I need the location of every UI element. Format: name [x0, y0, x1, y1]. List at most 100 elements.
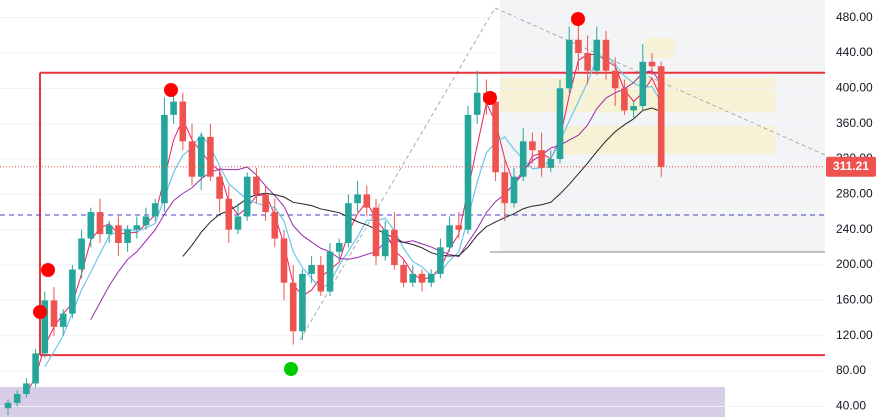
moving-average — [182, 107, 662, 257]
candle-body — [372, 207, 380, 257]
y-tick-label: 400.00 — [836, 81, 873, 95]
candle-body — [161, 114, 168, 204]
candle-body — [234, 216, 242, 230]
candle-body — [59, 313, 67, 327]
y-tick-label: 240.00 — [836, 222, 873, 236]
candle-body — [630, 106, 637, 111]
candle-body — [253, 176, 260, 195]
y-tick-label: 440.00 — [836, 45, 873, 59]
candle-body — [363, 194, 371, 208]
candle-body — [243, 176, 251, 217]
candle-body — [584, 53, 591, 71]
signal-dot — [571, 12, 585, 26]
candle-body — [280, 238, 288, 283]
candle-body — [547, 159, 555, 168]
candle-body — [510, 176, 518, 204]
small-zone — [645, 38, 675, 58]
candle-body — [115, 225, 122, 243]
supply-zone — [500, 78, 775, 112]
candle-body — [657, 66, 665, 167]
plot — [0, 17, 825, 416]
candle-body — [492, 101, 499, 173]
candle-body — [179, 101, 187, 142]
candle-body — [538, 150, 545, 168]
candle-body — [400, 265, 407, 283]
candle-body — [345, 203, 352, 243]
candle-body — [289, 282, 297, 332]
y-tick-label: 280.00 — [836, 187, 873, 201]
axis-bg — [825, 0, 880, 417]
candle-body — [69, 269, 76, 314]
last-price-label: 311.21 — [833, 159, 869, 173]
candle-body — [308, 265, 315, 274]
candle-body — [565, 39, 573, 89]
candle-body — [639, 61, 647, 107]
candle-body — [317, 265, 325, 292]
candle-body — [529, 141, 536, 151]
y-tick-label: 360.00 — [836, 116, 873, 130]
y-tick-label: 120.00 — [836, 328, 873, 342]
candle-body — [96, 212, 104, 235]
candle-body — [197, 136, 205, 177]
y-tick-label: 80.00 — [836, 363, 866, 377]
candle-body — [188, 141, 196, 177]
candle-body — [207, 136, 214, 177]
candle-body — [611, 70, 619, 89]
candle-body — [216, 176, 223, 199]
candle-body — [32, 353, 39, 384]
candle-body — [621, 88, 628, 111]
candle-body — [473, 92, 481, 115]
candle-body — [105, 225, 113, 235]
candle-body — [335, 242, 343, 252]
candle-body — [409, 273, 417, 283]
signal-dot — [483, 91, 497, 105]
candle-body — [427, 273, 435, 283]
candle-body — [142, 216, 150, 226]
candle-body — [326, 251, 334, 292]
candle-body — [225, 198, 233, 230]
candle-body — [78, 238, 85, 270]
candle-body — [4, 402, 12, 409]
candle-body — [464, 114, 472, 230]
signal-dot — [284, 362, 298, 376]
candle-body — [151, 203, 159, 217]
candle-body — [124, 229, 131, 243]
candle-body — [354, 194, 361, 204]
candle-body — [556, 88, 564, 160]
last-price-box — [826, 156, 876, 177]
y-tick-label: 40.00 — [836, 399, 866, 413]
signal-dot — [164, 83, 178, 97]
candle-body — [501, 172, 509, 204]
candle-body — [13, 394, 21, 403]
candle-body — [418, 273, 426, 283]
candle-body — [446, 225, 453, 248]
candle-body — [519, 141, 527, 177]
demand-zone — [560, 126, 775, 154]
purple-zone — [0, 387, 725, 417]
candle-body — [648, 61, 656, 67]
y-tick-label: 160.00 — [836, 293, 873, 307]
candle-body — [23, 383, 30, 395]
candle-body — [575, 39, 582, 54]
candle-body — [262, 194, 269, 213]
candle-body — [381, 229, 389, 257]
candle-body — [602, 39, 610, 71]
candle-body — [593, 39, 601, 71]
y-tick-label: 480.00 — [836, 10, 873, 24]
y-tick-label: 200.00 — [836, 257, 873, 271]
candle-body — [41, 300, 49, 354]
candle-body — [437, 247, 444, 274]
signal-dot — [33, 305, 47, 319]
candle-body — [87, 212, 95, 239]
signal-dot — [41, 263, 55, 277]
candle-body — [50, 300, 58, 327]
trend-line — [494, 7, 826, 156]
candle-body — [170, 101, 177, 115]
candle-body — [299, 273, 306, 332]
candle-body — [271, 212, 279, 239]
moving-average — [25, 53, 662, 394]
candle-body — [133, 225, 141, 230]
candle-body — [455, 225, 463, 230]
candle-body — [391, 229, 398, 266]
